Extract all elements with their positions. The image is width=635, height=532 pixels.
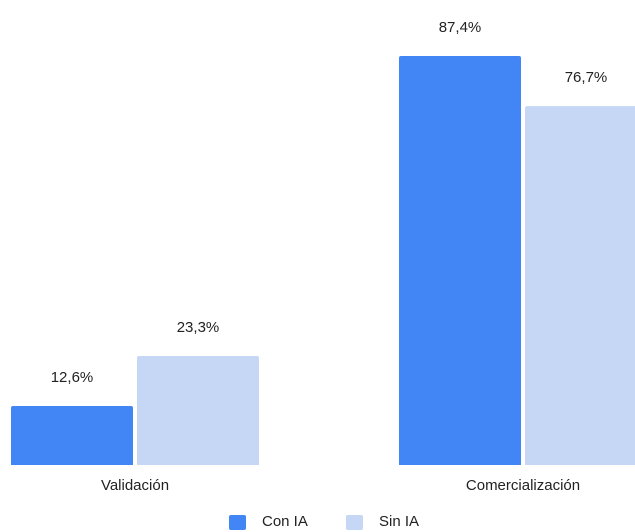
- x-tick-label: Validación: [101, 477, 169, 494]
- value-label: 23,3%: [177, 319, 220, 336]
- legend-swatch: [346, 515, 363, 530]
- bar: [399, 56, 521, 465]
- value-label: 12,6%: [51, 369, 94, 386]
- bar: [137, 355, 259, 465]
- x-tick-label: Comercialización: [466, 477, 580, 494]
- bar: [525, 106, 635, 465]
- bar: [11, 406, 133, 465]
- legend-swatch: [229, 515, 246, 530]
- value-label: 87,4%: [439, 19, 482, 36]
- legend-label: Sin IA: [379, 513, 419, 530]
- legend-label: Con IA: [262, 513, 308, 530]
- value-label: 76,7%: [565, 69, 608, 86]
